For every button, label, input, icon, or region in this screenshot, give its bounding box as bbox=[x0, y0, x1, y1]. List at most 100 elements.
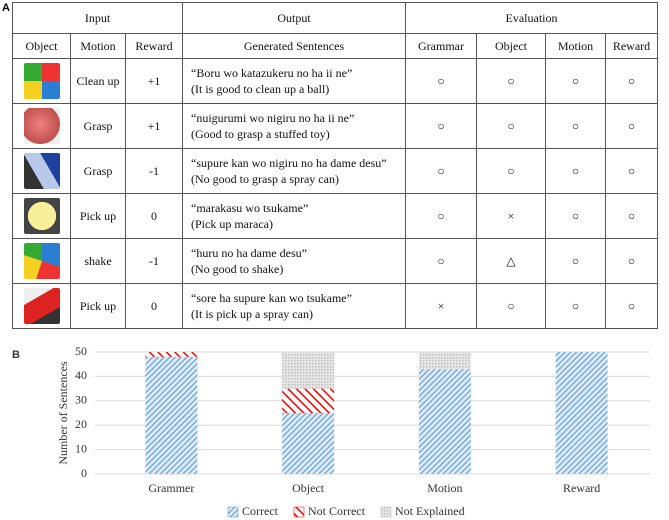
bar-segment bbox=[418, 369, 471, 474]
evaluation-cell: ○ bbox=[545, 103, 606, 149]
object-cell bbox=[12, 193, 71, 239]
header-row: Object Motion Reward Generated Sentences Gra… bbox=[12, 33, 658, 59]
sentence-line: (No good to shake) bbox=[191, 262, 284, 276]
column-header: Object bbox=[12, 33, 71, 59]
bar-segment bbox=[145, 356, 198, 474]
sentence-cell: “Boru wo katazukeru no ha ii ne” (It is g… bbox=[182, 58, 406, 104]
evaluation-cell: ○ bbox=[545, 238, 606, 284]
sentence-line: (It is pick up a spray can) bbox=[191, 307, 313, 321]
evaluation-cell: ○ bbox=[605, 148, 658, 194]
sentence-cell: “huru no ha dame desu” (No good to shake) bbox=[182, 238, 406, 284]
evaluation-cell: ○ bbox=[405, 103, 477, 149]
bar-segment bbox=[145, 352, 198, 357]
sentence-line: “nuigurumi wo nigiru no ha ii ne” bbox=[191, 111, 355, 125]
evaluation-cell: ○ bbox=[476, 283, 546, 329]
sentence-cell: “nuigurumi wo nigiru no ha ii ne” (Good t… bbox=[182, 103, 406, 149]
bar-segment bbox=[555, 352, 608, 474]
legend-swatch bbox=[293, 506, 305, 518]
sentence-line: “sore ha supure kan wo tsukame” bbox=[191, 291, 352, 305]
x-tick-label: Motion bbox=[427, 481, 462, 495]
object-image bbox=[23, 63, 60, 99]
object-cell bbox=[12, 103, 71, 149]
column-header: Reward bbox=[125, 33, 183, 59]
sentence-line: (Good to grasp a stuffed toy) bbox=[191, 127, 330, 141]
y-tick-label: 20 bbox=[75, 417, 87, 431]
y-tick-label: 40 bbox=[75, 368, 87, 382]
object-image bbox=[23, 198, 60, 234]
sentence-line: (It is good to clean up a ball) bbox=[191, 82, 330, 96]
y-tick-label: 50 bbox=[75, 344, 87, 358]
y-tick-label: 10 bbox=[75, 441, 87, 455]
bar-segment bbox=[282, 413, 335, 474]
sentence-line: “marakasu wo tsukame” bbox=[191, 201, 309, 215]
column-header: Motion bbox=[70, 33, 126, 59]
evaluation-cell: ○ bbox=[405, 58, 477, 104]
x-tick-label: Reward bbox=[563, 481, 600, 495]
reward-cell: 0 bbox=[125, 193, 183, 239]
x-tick-label: Grammer bbox=[148, 481, 194, 495]
panel-label: A bbox=[2, 2, 10, 14]
reward-cell: +1 bbox=[125, 58, 183, 104]
x-tick-label: Object bbox=[292, 481, 325, 495]
reward-cell: -1 bbox=[125, 148, 183, 194]
evaluation-cell: ○ bbox=[545, 193, 606, 239]
group-header: Evaluation bbox=[405, 2, 658, 34]
evaluation-cell: × bbox=[476, 193, 546, 239]
y-tick-label: 0 bbox=[81, 466, 87, 480]
object-cell bbox=[12, 58, 71, 104]
sentence-cell: “supure kan wo nigiru no ha dame desu” (N… bbox=[182, 148, 406, 194]
y-axis-label: Number of Sentences bbox=[56, 361, 70, 465]
evaluation-cell: ○ bbox=[545, 148, 606, 194]
column-header: Generated Sentences bbox=[182, 33, 406, 59]
bar-segment bbox=[418, 352, 471, 370]
sentence-line: (Pick up maraca) bbox=[191, 217, 273, 231]
data-row: shake -1 “huru no ha dame desu” (No good to… bbox=[12, 238, 658, 284]
evaluation-cell: ○ bbox=[476, 103, 546, 149]
evaluation-cell: ○ bbox=[476, 148, 546, 194]
data-row: Pick up 0 “sore ha supure kan wo tsukame”(… bbox=[12, 283, 658, 329]
object-cell bbox=[12, 283, 71, 329]
motion-cell: Grasp bbox=[70, 103, 126, 149]
sentence-line: “supure kan wo nigiru no ha dame desu” bbox=[191, 156, 387, 170]
object-image bbox=[23, 108, 60, 144]
sentence-line: “Boru wo katazukeru no ha ii ne” bbox=[191, 66, 353, 80]
bar-segment bbox=[282, 352, 335, 389]
group-header: Output bbox=[182, 2, 406, 34]
bar-segment bbox=[282, 388, 335, 413]
motion-cell: Pick up bbox=[70, 283, 126, 329]
panel-label: B bbox=[12, 349, 20, 361]
sentence-line: (No good to grasp a spray can) bbox=[191, 172, 339, 186]
results-table: Input Output Evaluation Object Motion Reward G… bbox=[12, 2, 658, 329]
motion-cell: shake bbox=[70, 238, 126, 284]
legend-label: Not Explained bbox=[395, 504, 465, 518]
sentence-cell: “sore ha supure kan wo tsukame” (It is pi… bbox=[182, 283, 406, 329]
column-header: Grammar bbox=[405, 33, 477, 59]
column-header: Object bbox=[476, 33, 546, 59]
column-header: Motion bbox=[545, 33, 606, 59]
legend-swatch bbox=[227, 506, 239, 518]
sentence-line: “huru no ha dame desu” bbox=[191, 246, 307, 260]
data-row: Grasp +1 “nuigurumi wo nigiru no ha ii ne”… bbox=[12, 103, 658, 149]
evaluation-cell: ○ bbox=[476, 58, 546, 104]
legend-label: Not Correct bbox=[308, 504, 366, 518]
data-row: Grasp -1 “supure kan wo nigiru no ha dame … bbox=[12, 148, 658, 194]
evaluation-cell: ○ bbox=[545, 283, 606, 329]
evaluation-cell: ○ bbox=[605, 283, 658, 329]
object-cell bbox=[12, 148, 71, 194]
motion-cell: Pick up bbox=[70, 193, 126, 239]
evaluation-cell: ○ bbox=[605, 238, 658, 284]
data-row: Pick up 0 “marakasu wo tsukame” (Pick up ma… bbox=[12, 193, 658, 239]
y-tick-label: 30 bbox=[75, 393, 87, 407]
evaluation-cell: ○ bbox=[605, 193, 658, 239]
object-image bbox=[23, 153, 60, 189]
reward-cell: +1 bbox=[125, 103, 183, 149]
legend-label: Correct bbox=[242, 504, 279, 518]
evaluation-cell: × bbox=[405, 283, 477, 329]
object-image bbox=[23, 288, 60, 324]
legend-swatch bbox=[380, 506, 392, 518]
motion-cell: Grasp bbox=[70, 148, 126, 194]
header-row: Input Output Evaluation bbox=[12, 2, 658, 34]
object-image bbox=[23, 243, 60, 279]
